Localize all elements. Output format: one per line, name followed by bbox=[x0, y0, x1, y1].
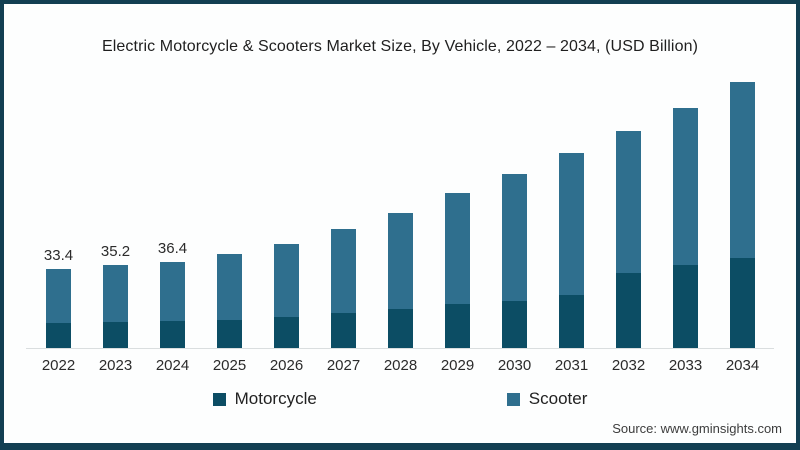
bar-segment-scooter bbox=[445, 193, 470, 305]
x-axis-label-2028: 2028 bbox=[383, 357, 418, 374]
scooter-swatch-icon bbox=[506, 392, 520, 406]
x-axis-label-2029: 2029 bbox=[440, 357, 475, 374]
bar-segment-motorcycle bbox=[388, 309, 413, 348]
bar-segment-motorcycle bbox=[331, 313, 356, 348]
bar-2029 bbox=[445, 193, 470, 348]
legend-item-motorcycle: Motorcycle bbox=[212, 389, 317, 409]
bar-column-2026 bbox=[258, 4, 315, 348]
bar-column-2024: 36.4 bbox=[144, 4, 201, 348]
bar-segment-scooter bbox=[502, 174, 527, 301]
bar-2022 bbox=[46, 268, 71, 348]
bar-segment-motorcycle bbox=[616, 272, 641, 348]
x-axis-label-2025: 2025 bbox=[212, 357, 247, 374]
bar-2024 bbox=[160, 261, 185, 348]
bar-2030 bbox=[502, 174, 527, 348]
bar-column-2023: 35.2 bbox=[87, 4, 144, 348]
bar-2027 bbox=[331, 228, 356, 348]
bar-segment-scooter bbox=[274, 244, 299, 318]
bar-segment-motorcycle bbox=[103, 321, 128, 348]
bar-2028 bbox=[388, 212, 413, 348]
bar-segment-motorcycle bbox=[730, 257, 755, 348]
bar-column-2034 bbox=[714, 4, 771, 348]
x-axis-label-2032: 2032 bbox=[611, 357, 646, 374]
legend-label-scooter: Scooter bbox=[528, 389, 588, 408]
bar-segment-scooter bbox=[673, 107, 698, 265]
bar-2026 bbox=[274, 244, 299, 348]
bar-segment-motorcycle bbox=[274, 317, 299, 348]
bar-segment-scooter bbox=[388, 212, 413, 310]
bar-segment-motorcycle bbox=[160, 321, 185, 348]
bar-column-2022: 33.4 bbox=[30, 4, 87, 348]
chart-title: Electric Motorcycle & Scooters Market Si… bbox=[102, 38, 698, 55]
x-axis-label-2030: 2030 bbox=[497, 357, 532, 374]
bar-column-2029 bbox=[429, 4, 486, 348]
x-axis-label-2022: 2022 bbox=[41, 357, 76, 374]
bar-segment-motorcycle bbox=[217, 319, 242, 348]
bar-2025 bbox=[217, 253, 242, 348]
bar-segment-motorcycle bbox=[445, 304, 470, 348]
bar-2033 bbox=[673, 107, 698, 348]
x-axis-label-2033: 2033 bbox=[668, 357, 703, 374]
bar-column-2031 bbox=[543, 4, 600, 348]
x-axis-label-2023: 2023 bbox=[98, 357, 133, 374]
legend-label-motorcycle: Motorcycle bbox=[234, 389, 317, 408]
x-axis-label-2031: 2031 bbox=[554, 357, 589, 374]
bar-value-label-2023: 35.2 bbox=[100, 242, 131, 260]
bar-segment-scooter bbox=[559, 152, 584, 296]
legend: Motorcycle Scooter bbox=[4, 389, 796, 409]
bar-column-2028 bbox=[372, 4, 429, 348]
bar-segment-scooter bbox=[46, 268, 71, 323]
bar-segment-motorcycle bbox=[502, 300, 527, 348]
x-axis-label-2026: 2026 bbox=[269, 357, 304, 374]
x-axis-label-2034: 2034 bbox=[725, 357, 760, 374]
bar-segment-scooter bbox=[730, 82, 755, 258]
bar-segment-motorcycle bbox=[46, 322, 71, 348]
source-text: Source: www.gminsights.com bbox=[612, 421, 782, 436]
bar-column-2033 bbox=[657, 4, 714, 348]
bar-2023 bbox=[103, 264, 128, 348]
bar-segment-scooter bbox=[160, 261, 185, 322]
bar-column-2030 bbox=[486, 4, 543, 348]
bar-segment-scooter bbox=[331, 228, 356, 314]
x-axis-labels: 2022 2023 2024 2025 2026 2027 2028 2029 2030 2031… bbox=[30, 357, 771, 374]
bar-segment-scooter bbox=[103, 264, 128, 322]
bar-value-label-2022: 33.4 bbox=[43, 246, 74, 264]
bar-segment-motorcycle bbox=[673, 264, 698, 348]
bar-2032 bbox=[616, 130, 641, 348]
bar-segment-motorcycle bbox=[559, 295, 584, 348]
bar-2031 bbox=[559, 152, 584, 348]
x-axis-line bbox=[26, 348, 774, 349]
bar-value-label-2024: 36.4 bbox=[157, 239, 188, 257]
motorcycle-swatch-icon bbox=[212, 392, 226, 406]
bar-column-2025 bbox=[201, 4, 258, 348]
bar-segment-scooter bbox=[217, 253, 242, 320]
bar-column-2027 bbox=[315, 4, 372, 348]
bar-segment-scooter bbox=[616, 130, 641, 273]
plot-area: 33.4 35.2 36.4 bbox=[30, 4, 771, 348]
bar-column-2032 bbox=[600, 4, 657, 348]
x-axis-label-2027: 2027 bbox=[326, 357, 361, 374]
x-axis-label-2024: 2024 bbox=[155, 357, 190, 374]
bar-2034 bbox=[730, 82, 755, 348]
legend-item-scooter: Scooter bbox=[506, 389, 588, 409]
